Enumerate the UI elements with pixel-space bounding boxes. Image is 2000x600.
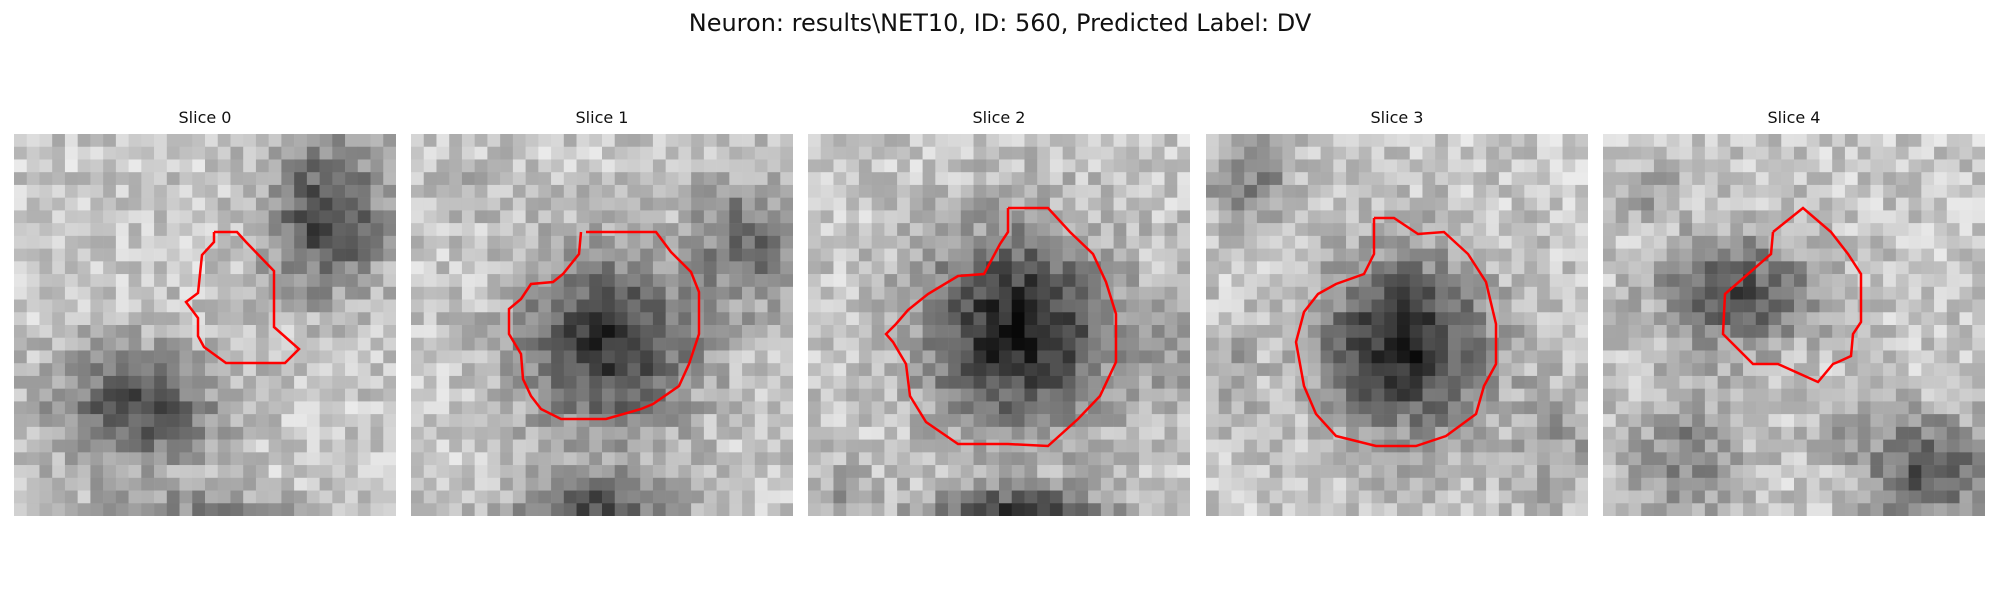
slice-2-image xyxy=(808,134,1190,516)
slice-0-contour xyxy=(184,230,301,365)
slice-4-contour xyxy=(1721,206,1863,384)
slice-4-image xyxy=(1603,134,1985,516)
slice-3-contour xyxy=(1294,216,1498,448)
slice-1-image xyxy=(411,134,793,516)
slice-2-grayscale xyxy=(808,134,1190,516)
slice-2-contour xyxy=(884,206,1118,448)
slice-3-grayscale xyxy=(1206,134,1588,516)
panel-title-slice-3: Slice 3 xyxy=(1370,108,1424,127)
panel-title-slice-2: Slice 2 xyxy=(972,108,1026,127)
slice-3-image xyxy=(1206,134,1588,516)
panel-title-slice-1: Slice 1 xyxy=(575,108,629,127)
slice-4-grayscale xyxy=(1603,134,1985,516)
slice-0-grayscale xyxy=(14,134,396,516)
slice-1-contour xyxy=(507,230,701,421)
figure-title: Neuron: results\NET10, ID: 560, Predicte… xyxy=(688,9,1312,37)
slice-0-image xyxy=(14,134,396,516)
panel-title-slice-4: Slice 4 xyxy=(1767,108,1821,127)
slice-1-grayscale xyxy=(411,134,793,516)
panel-title-slice-0: Slice 0 xyxy=(178,108,232,127)
